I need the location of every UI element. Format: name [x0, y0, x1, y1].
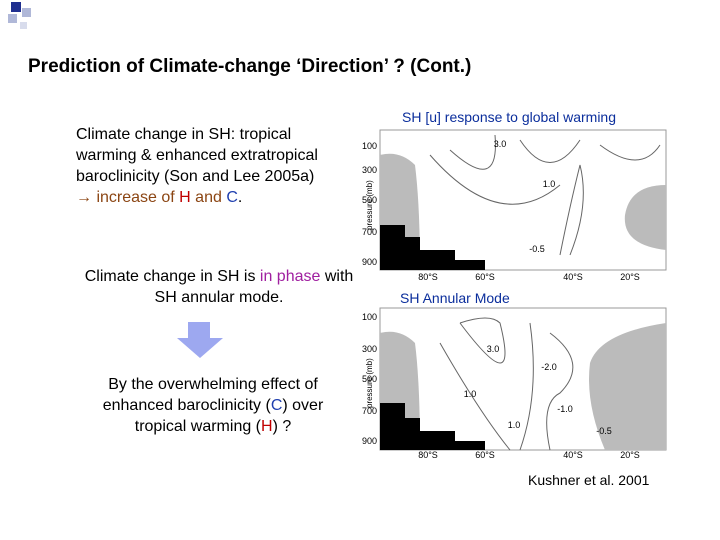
citation: Kushner et al. 2001: [528, 472, 650, 488]
plot-background: [379, 307, 667, 451]
text: By the overwhelming effect of enhanced b…: [102, 376, 318, 414]
y-tick-label: 500: [362, 374, 377, 384]
y-tick-label: 900: [362, 257, 377, 267]
x-tick-label: 40°S: [563, 272, 583, 282]
y-tick-label: 300: [362, 165, 377, 175]
x-tick-label: 80°S: [418, 450, 438, 460]
text: H: [179, 189, 191, 206]
x-tick-label: 60°S: [475, 272, 495, 282]
y-tick-label: 300: [362, 344, 377, 354]
contour-label: -0.5: [596, 426, 612, 436]
text: → increase of: [76, 189, 180, 206]
y-tick-label: 500: [362, 195, 377, 205]
contour-label: 1.0: [508, 420, 521, 430]
contour-plots: 100 300 500 700 900 80°S 60°S 40°S 20°S pressure …: [362, 129, 667, 460]
contour-label: -0.5: [529, 244, 545, 254]
y-axis-label: pressure (mb): [365, 180, 374, 230]
text: Climate change in SH is: [84, 268, 260, 285]
text: C: [270, 397, 283, 414]
contour-label: -1.0: [557, 404, 573, 414]
text: ) over tropical warming (: [134, 397, 324, 435]
contour-label: 3.0: [494, 139, 507, 149]
plot-title: SH [u] response to global warming: [402, 109, 616, 125]
text: .: [237, 189, 243, 206]
down-arrow: [177, 322, 223, 358]
x-tick-label: 20°S: [620, 450, 640, 460]
contour-label: 1.0: [543, 179, 556, 189]
y-axis-label: pressure (mb): [365, 358, 374, 408]
plot-title: SH Annular Mode: [400, 290, 510, 306]
plot-background: [379, 129, 667, 271]
paragraph: By the overwhelming effect of enhanced b…: [84, 374, 342, 437]
x-tick-label: 60°S: [475, 450, 495, 460]
y-tick-label: 100: [362, 312, 377, 322]
slide-title: Prediction of Climate-change ‘Direction’…: [28, 56, 472, 77]
text: C: [226, 189, 238, 206]
text: with SH annular mode.: [154, 268, 354, 306]
decoration: [8, 2, 31, 29]
x-tick-label: 40°S: [563, 450, 583, 460]
x-tick-label: 20°S: [620, 272, 640, 282]
contour-label: 3.0: [487, 344, 500, 354]
y-tick-label: 900: [362, 436, 377, 446]
paragraph: Climate change in SH: tropical warming &…: [76, 124, 356, 208]
y-tick-label: 700: [362, 406, 377, 416]
text: H: [261, 418, 273, 435]
x-tick-label: 80°S: [418, 272, 438, 282]
paragraph: Climate change in SH is in phase with SH…: [76, 266, 362, 308]
text: and: [190, 189, 227, 206]
y-tick-label: 100: [362, 141, 377, 151]
text: Climate change in SH: tropical warming &…: [76, 126, 318, 185]
contour-label: -2.0: [541, 362, 557, 372]
text: in phase: [259, 268, 321, 285]
text: ) ?: [272, 418, 292, 435]
contour-label: 1.0: [464, 389, 477, 399]
y-tick-label: 700: [362, 227, 377, 237]
